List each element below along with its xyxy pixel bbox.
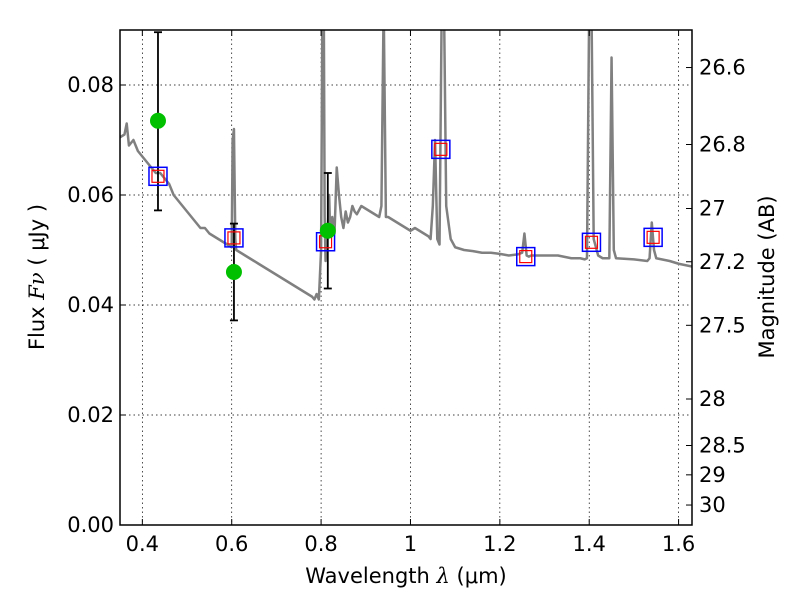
y-tick-label: 0.06 — [67, 183, 114, 207]
model-point-outer — [224, 228, 244, 248]
y2-axis-label: Magnitude (AB) — [755, 195, 779, 358]
sed-line — [120, 30, 692, 301]
model-point-inner — [584, 235, 599, 249]
x-tick-label: 1 — [404, 532, 417, 556]
plot-frame — [119, 29, 693, 526]
model-point-outer — [431, 139, 451, 160]
y-tick-label: 0.00 — [67, 513, 114, 537]
sed-curve-layer — [120, 30, 692, 301]
model-point-outer — [643, 227, 663, 248]
y2-tick-label: 28.5 — [699, 434, 746, 458]
y-tick-label: 0.02 — [67, 403, 114, 427]
observed-point — [319, 222, 336, 239]
x-tick-label: 0.6 — [215, 532, 248, 556]
y2-tick-label: 27.5 — [699, 313, 746, 337]
model-point-inner — [519, 250, 533, 264]
x-tick-label: 0.8 — [304, 532, 337, 556]
model-point-inner — [151, 169, 165, 183]
y-tick-label: 0.04 — [67, 293, 114, 317]
y2-tick-label: 27.2 — [699, 250, 746, 274]
observed-point — [225, 264, 242, 280]
y2-tick-label: 30 — [699, 493, 726, 517]
model-point-inner — [646, 230, 660, 244]
x-tick-label: 0.4 — [126, 532, 159, 556]
y-tick-label: 0.08 — [67, 73, 114, 97]
y2-tick-label: 26.8 — [699, 132, 746, 156]
x-tick-label: 1.2 — [483, 532, 516, 556]
model-point-outer — [581, 232, 602, 253]
y2-tick-label: 29 — [699, 463, 726, 487]
y2-tick-label: 27 — [699, 197, 726, 221]
model-point-outer — [516, 246, 536, 267]
model-point-inner — [227, 231, 241, 245]
ticks: 0.4 0.6 0.8 1 1.2 1.4 1.6 0.00 0.02 0.04 0.06 0.08 2… — [67, 30, 746, 556]
x-tick-label: 1.6 — [662, 532, 695, 556]
model-point-inner — [434, 142, 448, 156]
y-axis-label: Flux Fν ( μJy ) — [25, 204, 49, 350]
x-tick-label: 1.4 — [573, 532, 606, 556]
y2-tick-label: 28 — [699, 387, 726, 411]
model-point-outer — [148, 166, 168, 187]
photometry-layer — [148, 31, 663, 322]
y2-tick-label: 26.6 — [699, 56, 746, 80]
observed-point — [149, 112, 166, 129]
x-axis-label: Wavelength λ (μm) — [305, 564, 506, 588]
grid — [120, 30, 692, 526]
